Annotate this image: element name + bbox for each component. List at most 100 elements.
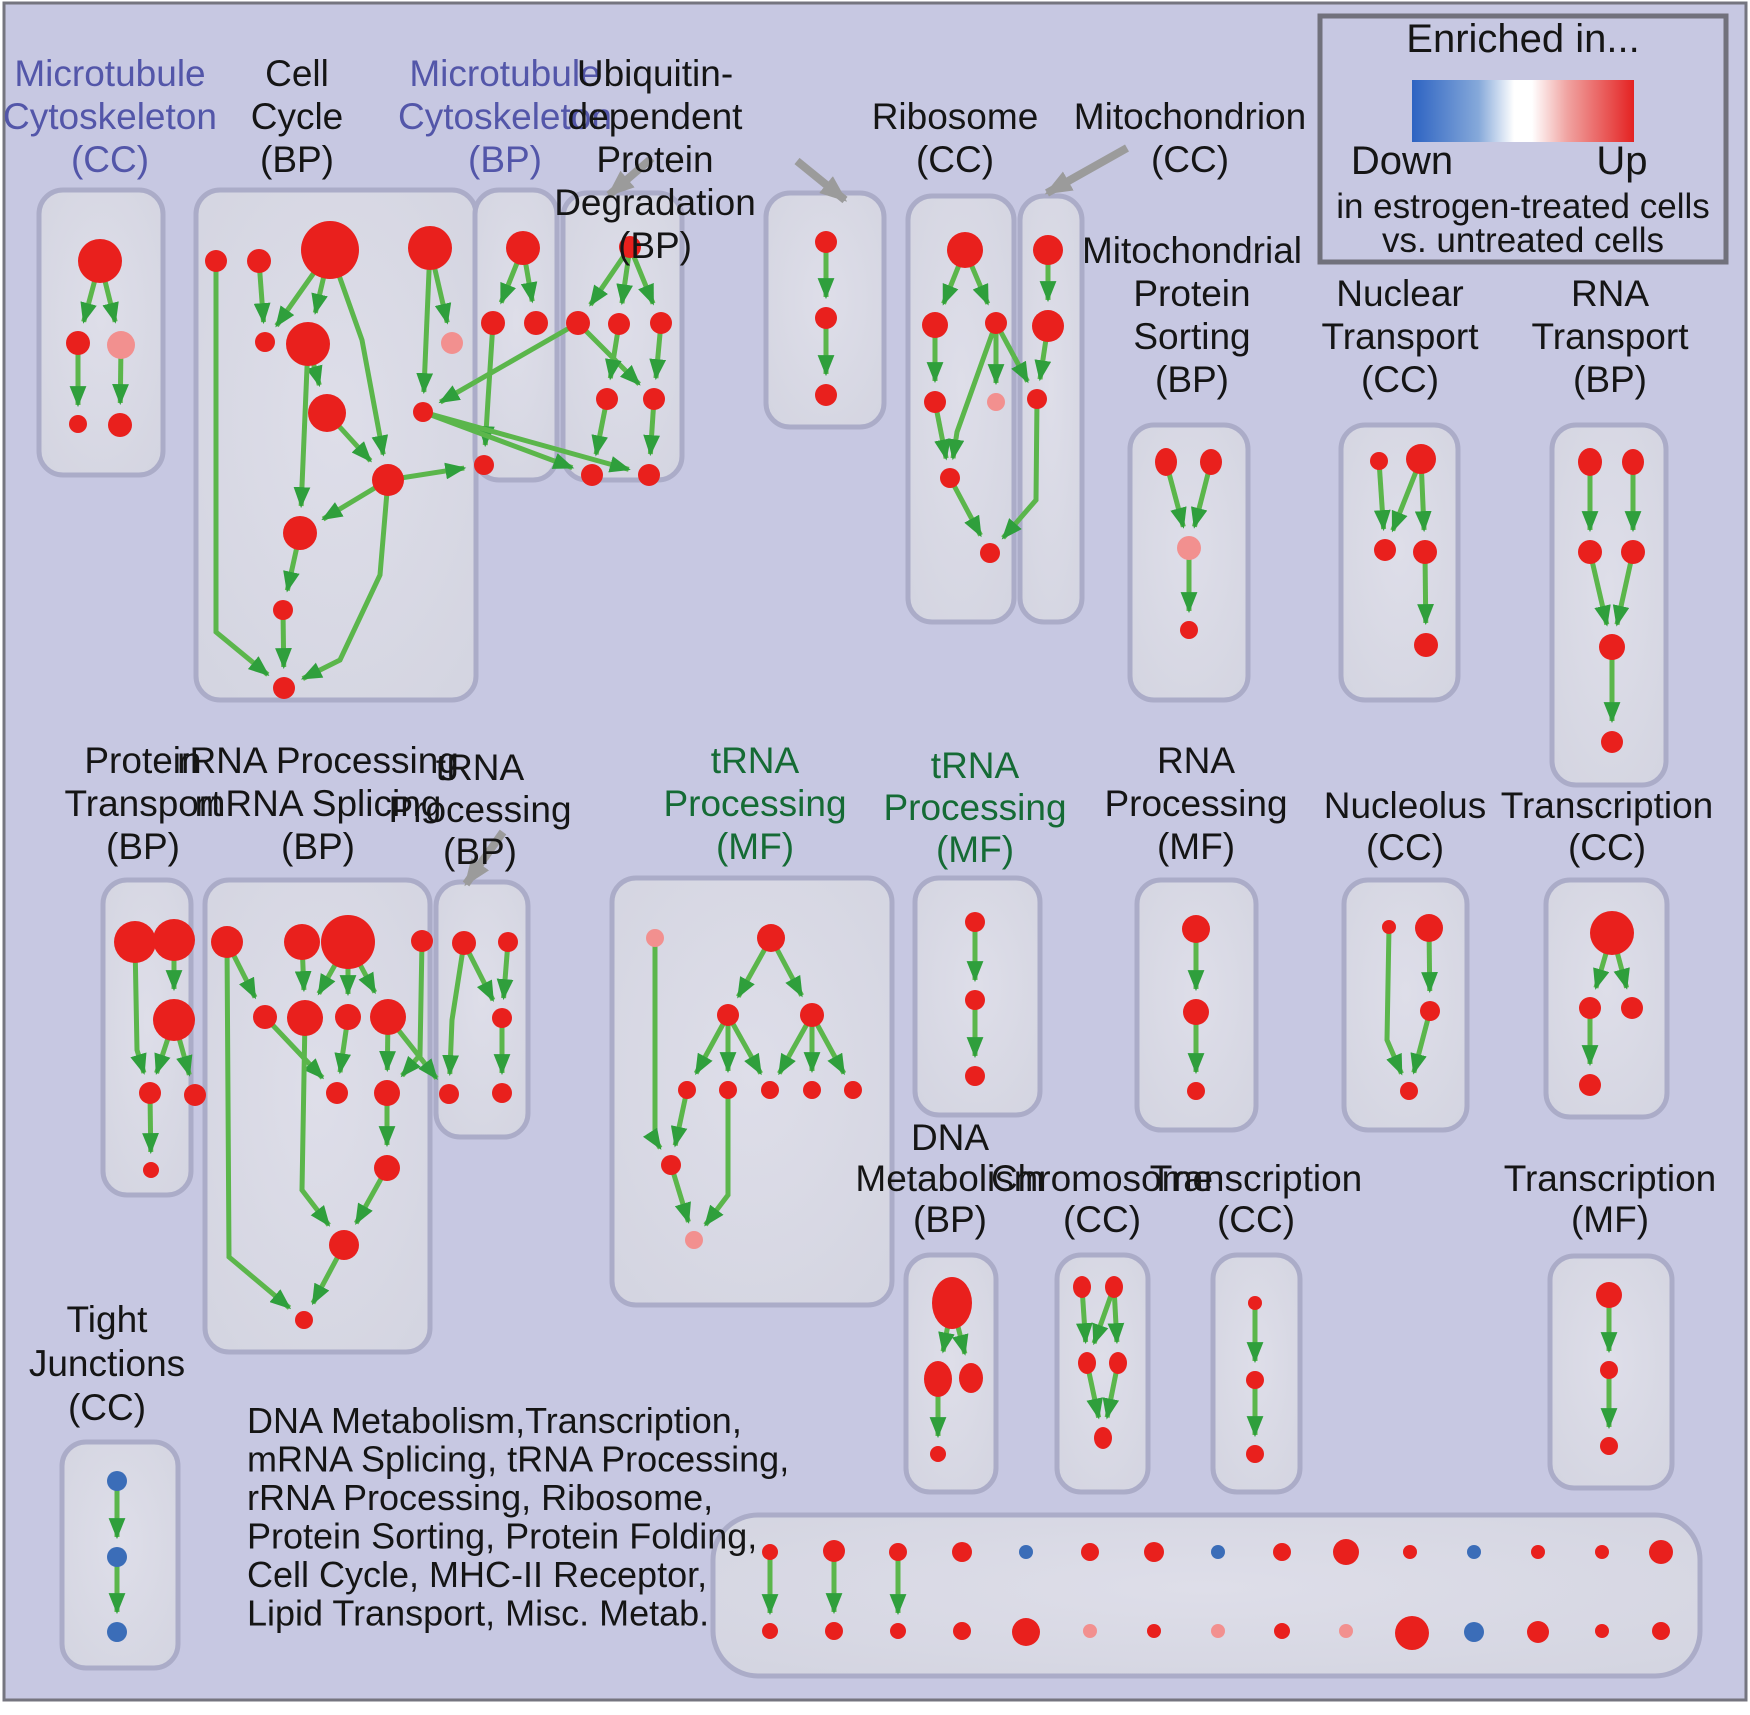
go-node-ubi2-u3: [815, 384, 837, 406]
go-node-cell-cycle-j: [372, 464, 404, 496]
go-node-rna-transport-rt4: [1621, 540, 1645, 564]
rna-proc-label: Processing: [1104, 783, 1287, 824]
go-node-ubi1-X: [596, 388, 618, 410]
go-node-misc-c13b: [1527, 1621, 1549, 1643]
mt-bp-label: (BP): [468, 139, 542, 180]
go-node-mito-sorting-msP: [1177, 536, 1201, 560]
protein-transport-label: Transport: [65, 783, 223, 824]
trna-bp-label: tRNA: [436, 747, 525, 788]
go-node-nucleolus-o2: [1415, 914, 1443, 942]
go-node-trna-mf1-qR: [800, 1003, 824, 1027]
go-node-rrna-T3: [321, 915, 375, 969]
ribosome-label: Ribosome: [872, 96, 1039, 137]
go-node-rna-transport-rt6: [1601, 731, 1623, 753]
cell-cycle-label: Cell: [265, 53, 329, 94]
group-box-chromosome: [1054, 1252, 1151, 1495]
go-node-cell-cycle-a: [205, 250, 227, 272]
go-node-misc-c4b: [953, 1622, 971, 1640]
summary-text-line: rRNA Processing, Ribosome,: [247, 1477, 713, 1518]
go-node-dna-metab-d4: [930, 1446, 946, 1462]
go-node-cell-cycle-l: [273, 600, 293, 620]
go-node-rna-proc-e3: [1187, 1082, 1205, 1100]
go-node-rna-transport-rt1: [1578, 448, 1602, 476]
go-node-rrna-Mm3: [335, 1004, 361, 1030]
go-node-ubi1-AA: [638, 464, 660, 486]
rna-proc-label: (MF): [1157, 826, 1235, 867]
rna-proc-label: RNA: [1157, 740, 1235, 781]
go-node-trna-bp-tb2: [498, 932, 518, 952]
go-node-mt-cc-B: [66, 331, 90, 355]
go-node-transcription-cc3-v2: [1246, 1371, 1264, 1389]
go-node-ubi1-W: [650, 312, 672, 334]
go-node-trna-mf2-w1: [965, 912, 985, 932]
go-node-ribosome-R3: [985, 312, 1007, 334]
go-node-nuclear-transport-nt4: [1413, 540, 1437, 564]
mito-sorting-label: Protein: [1133, 273, 1250, 314]
go-node-rna-transport-rt3: [1578, 540, 1602, 564]
go-node-misc-c8b: [1211, 1624, 1225, 1638]
mito-sorting-label: (BP): [1155, 359, 1229, 400]
tight-junctions-label: (CC): [68, 1387, 146, 1428]
tight-junctions-label: Tight: [67, 1299, 149, 1340]
go-node-misc-c4t: [952, 1542, 972, 1562]
mt-cc-label: (CC): [71, 139, 149, 180]
go-node-mito-sorting-ms2: [1200, 449, 1222, 475]
edge-ribosome: [947, 322, 999, 461]
go-node-ribosome-R4: [924, 391, 946, 413]
trna-mf2-label: Processing: [883, 787, 1066, 828]
go-node-trna-mf1-qc: [761, 1081, 779, 1099]
go-node-rrna-Mm2: [287, 1000, 323, 1036]
go-node-mito-sorting-ms1: [1155, 448, 1177, 476]
rna-transport-label: RNA: [1571, 273, 1649, 314]
legend-down-label: Down: [1351, 139, 1453, 183]
ubiquitin-label: dependent: [568, 96, 744, 137]
go-node-ubi2-u1: [815, 231, 837, 253]
rrna-label: (BP): [281, 826, 355, 867]
go-node-misc-c7b: [1147, 1624, 1161, 1638]
go-node-misc-c10t: [1333, 1539, 1359, 1565]
go-node-misc-c8t: [1211, 1545, 1225, 1559]
legend-up-label: Up: [1596, 139, 1647, 183]
go-node-ubi1-U: [566, 311, 590, 335]
go-node-misc-c3t: [889, 1543, 907, 1561]
summary-text-line: DNA Metabolism,Transcription,: [247, 1400, 742, 1441]
go-node-ubi1-T: [619, 236, 641, 258]
go-node-misc-c11b: [1395, 1616, 1429, 1650]
dna-metab-label: (BP): [913, 1199, 987, 1240]
go-node-protein-transport-pt1: [114, 921, 156, 963]
go-node-dna-metab-d2: [924, 1361, 952, 1397]
go-node-misc-c6t: [1081, 1543, 1099, 1561]
edge-protein-transport: [130, 941, 147, 1075]
go-node-mito-M2: [1032, 310, 1064, 342]
go-node-mito-M3: [1027, 389, 1047, 409]
mitochondrion-label: Mitochondrion: [1074, 96, 1306, 137]
summary-text-line: Lipid Transport, Misc. Metab.: [247, 1593, 709, 1634]
go-node-cell-cycle-d: [408, 226, 452, 270]
edge-rrna: [224, 941, 292, 1310]
go-node-misc-c12b: [1464, 1622, 1484, 1642]
go-node-ubi1-Y: [643, 388, 665, 410]
go-node-trna-mf1-q2: [757, 924, 785, 952]
transcription-cc2-label: (CC): [1568, 827, 1646, 868]
cross-edge: [438, 320, 580, 405]
go-node-trna-mf2-w3: [965, 1066, 985, 1086]
go-node-transcription-cc2-s2: [1579, 997, 1601, 1019]
go-node-chromosome-h5: [1094, 1427, 1112, 1449]
protein-transport-label: (BP): [106, 826, 180, 867]
nuclear-transport-label: (CC): [1361, 359, 1439, 400]
go-node-misc-c5t: [1019, 1545, 1033, 1559]
go-node-mito-M1: [1033, 235, 1063, 265]
mitochondrion-label: (CC): [1151, 139, 1229, 180]
go-node-nucleolus-o4: [1400, 1082, 1418, 1100]
ubiquitin-label: (BP): [618, 225, 692, 266]
go-node-trna-mf2-w2: [965, 990, 985, 1010]
go-node-misc-c9t: [1273, 1543, 1291, 1561]
go-node-tight-junctions-tj1: [107, 1471, 127, 1491]
go-node-chromosome-h4: [1109, 1352, 1127, 1374]
mito-sorting-label: Mitochondrial: [1082, 230, 1302, 271]
edge-rrna: [299, 1017, 331, 1227]
edge-trna-mf1: [693, 1013, 731, 1076]
go-node-dna-metab-d1: [932, 1277, 972, 1329]
go-node-tight-junctions-tj3: [107, 1622, 127, 1642]
